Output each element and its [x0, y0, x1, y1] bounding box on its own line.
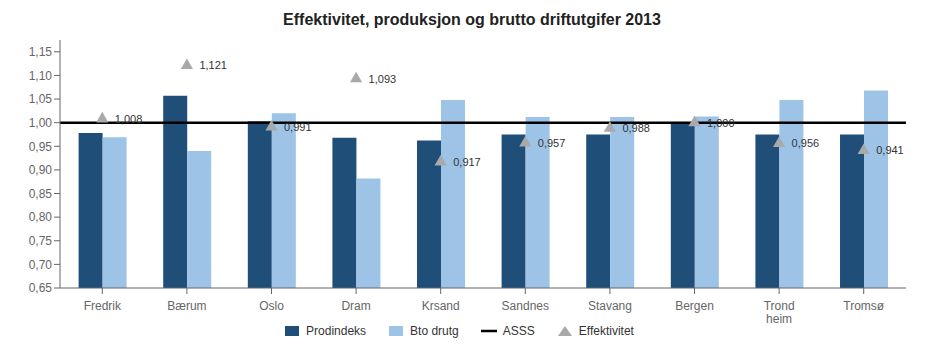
svg-text:Stavang: Stavang — [588, 299, 632, 313]
svg-text:1,000: 1,000 — [707, 117, 735, 129]
svg-text:0,90: 0,90 — [29, 163, 53, 177]
svg-text:1,008: 1,008 — [115, 113, 143, 125]
svg-text:Trondheim: Trondheim — [764, 299, 795, 326]
svg-text:0,988: 0,988 — [622, 122, 650, 134]
svg-text:1,05: 1,05 — [29, 92, 53, 106]
html-text:Effektivitet: Effektivitet — [578, 324, 634, 338]
svg-text:Tromsø: Tromsø — [843, 299, 885, 313]
svg-text:0,65: 0,65 — [29, 281, 53, 295]
html-text:ASSS: ASSS — [502, 324, 535, 338]
html-text:Bto drutg: Bto drutg — [410, 324, 459, 338]
svg-text:0,95: 0,95 — [29, 140, 53, 154]
svg-text:0,75: 0,75 — [29, 234, 53, 248]
svg-text:Krsand: Krsand — [422, 299, 460, 313]
svg-text:0,991: 0,991 — [284, 121, 312, 133]
svg-text:Bærum: Bærum — [167, 299, 206, 313]
html-text:Prodindeks: Prodindeks — [306, 324, 367, 338]
svg-text:Oslo: Oslo — [259, 299, 284, 313]
svg-text:1,121: 1,121 — [199, 59, 227, 71]
svg-text:0,70: 0,70 — [29, 258, 53, 272]
svg-text:Bergen: Bergen — [675, 299, 714, 313]
svg-text:0,956: 0,956 — [792, 137, 820, 149]
html-text:Effektivitet, produksjon og br: Effektivitet, produksjon og brutto drift… — [283, 11, 661, 28]
svg-text:1,00: 1,00 — [29, 116, 53, 130]
svg-text:0,957: 0,957 — [538, 137, 566, 149]
svg-text:0,917: 0,917 — [453, 156, 481, 168]
svg-text:1,093: 1,093 — [369, 73, 397, 85]
svg-text:Sandnes: Sandnes — [502, 299, 549, 313]
svg-text:1,15: 1,15 — [29, 45, 53, 59]
svg-text:0,80: 0,80 — [29, 210, 53, 224]
svg-text:0,941: 0,941 — [876, 144, 904, 156]
svg-text:Fredrik: Fredrik — [84, 299, 122, 313]
svg-text:0,85: 0,85 — [29, 187, 53, 201]
svg-text:1,10: 1,10 — [29, 69, 53, 83]
svg-text:Dram: Dram — [341, 299, 370, 313]
